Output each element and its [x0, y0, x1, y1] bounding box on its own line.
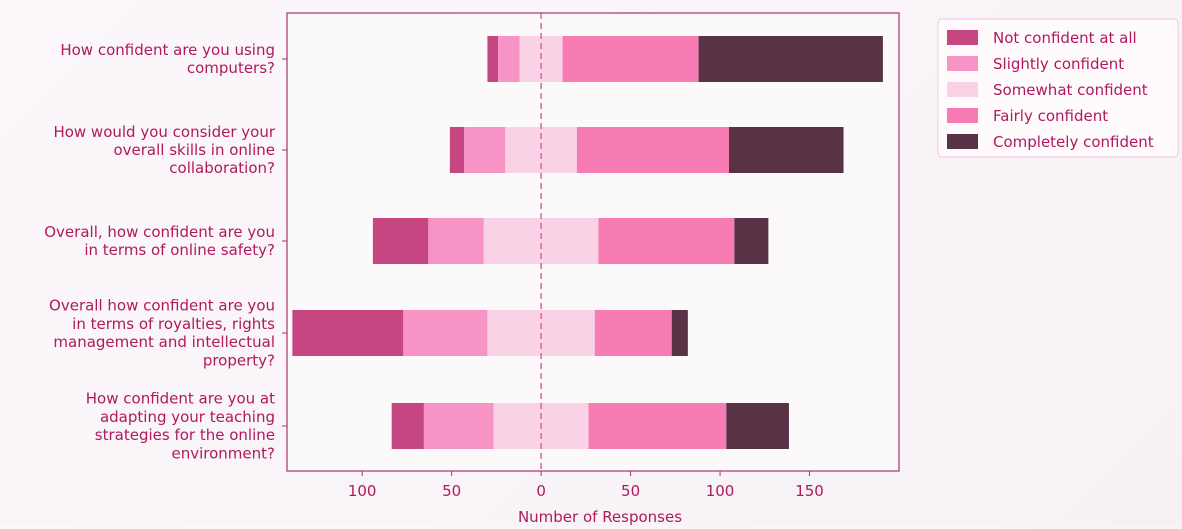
- bar-segment: [734, 218, 769, 264]
- y-tick-label-line: in terms of royalties, rights: [72, 315, 275, 333]
- y-tick-label-line: How would you consider your: [53, 123, 275, 141]
- bar-segment: [372, 218, 429, 264]
- legend-label: Completely confident: [993, 133, 1154, 151]
- y-tick-label-line: How confident are you using: [60, 41, 275, 59]
- y-tick-label-line: Overall, how confident are you: [44, 223, 275, 241]
- y-tick-label: Overall, how confident are you in terms o…: [44, 223, 275, 259]
- y-tick-label-line: collaboration?: [169, 159, 275, 177]
- x-tick-label: 0: [536, 482, 546, 500]
- y-tick-label: How would you consider your overall skill…: [53, 123, 275, 177]
- y-tick-label: Overall how confident are you in terms of…: [49, 297, 275, 370]
- bar-segment: [464, 127, 506, 173]
- legend-swatch: [947, 134, 978, 149]
- x-tick-label: 150: [795, 482, 824, 500]
- legend: [937, 18, 1179, 158]
- y-tick-label-line: Overall how confident are you: [49, 297, 275, 315]
- y-tick-label-line: adapting your teaching: [100, 408, 275, 426]
- bar-segment: [671, 310, 688, 356]
- bar-segment: [588, 403, 727, 449]
- y-tick-label-line: in terms of online safety?: [84, 241, 275, 259]
- bar-segment: [449, 127, 465, 173]
- legend-swatch: [947, 108, 978, 123]
- y-tick-label: How confident are you at adapting your te…: [86, 390, 275, 463]
- x-tick-label: 50: [442, 482, 461, 500]
- plot-frame: [286, 12, 900, 472]
- x-tick-label: 50: [621, 482, 640, 500]
- bar-segment: [594, 310, 672, 356]
- y-tick-label-line: management and intellectual: [53, 333, 275, 351]
- y-tick-label-line: property?: [203, 351, 275, 369]
- bar-segment: [292, 310, 404, 356]
- legend-label: Slightly confident: [993, 55, 1124, 73]
- bar-segment: [498, 36, 520, 82]
- legend-swatch: [947, 56, 978, 71]
- bar-segment: [403, 310, 488, 356]
- y-tick-label-line: computers?: [187, 59, 275, 77]
- bar-segment: [391, 403, 424, 449]
- legend-swatch: [947, 82, 978, 97]
- bar-segment: [576, 127, 729, 173]
- bar-segment: [729, 127, 844, 173]
- legend-label: Not confident at all: [993, 29, 1137, 47]
- bar-segment: [698, 36, 883, 82]
- bar-segment: [423, 403, 494, 449]
- y-tick-label-line: How confident are you at: [86, 390, 275, 408]
- legend-label: Fairly confident: [993, 107, 1108, 125]
- y-tick-label: How confident are you using computers?: [60, 41, 275, 77]
- bar-segment: [487, 36, 499, 82]
- y-tick-label-line: environment?: [172, 444, 276, 462]
- legend-label: Somewhat confident: [993, 81, 1148, 99]
- bar-segment: [428, 218, 484, 264]
- x-tick-label: 100: [348, 482, 377, 500]
- bar-segment: [562, 36, 699, 82]
- y-tick-label-line: overall skills in online: [113, 141, 275, 159]
- x-axis-label: Number of Responses: [518, 508, 682, 525]
- bar-segment: [726, 403, 789, 449]
- x-tick-label: 100: [706, 482, 735, 500]
- bar-segment: [598, 218, 735, 264]
- legend-swatch: [947, 30, 978, 45]
- y-tick-label-line: strategies for the online: [95, 426, 275, 444]
